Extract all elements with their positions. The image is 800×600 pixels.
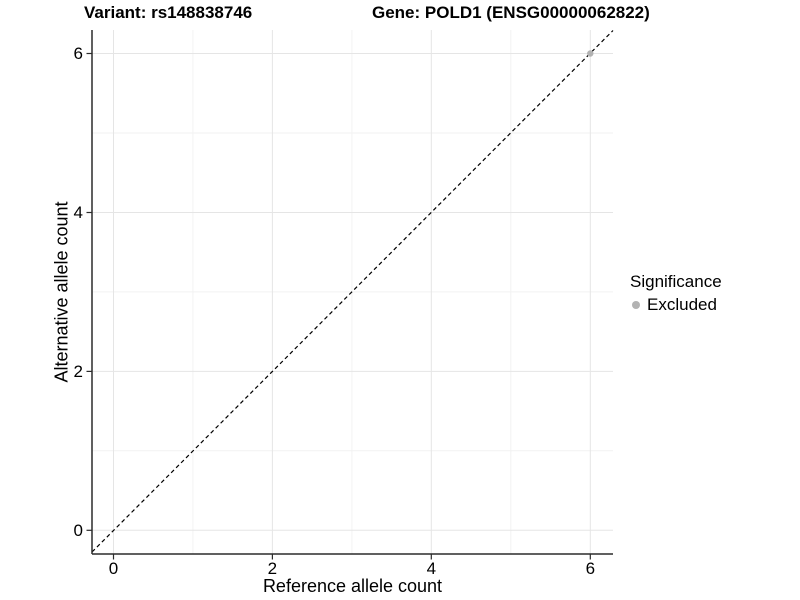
- x-axis-tick-marks: [112, 554, 591, 560]
- y-axis-tick-marks: [86, 52, 92, 531]
- y-tick-6: 6: [74, 44, 83, 63]
- legend-item-excluded: Excluded: [630, 295, 722, 315]
- minor-gridlines: [92, 30, 613, 554]
- legend-title: Significance: [630, 272, 722, 291]
- y-tick-2: 2: [74, 362, 83, 381]
- y-axis-title: Alternative allele count: [51, 201, 72, 383]
- plot-title-gene: Gene: POLD1 (ENSG00000062822): [372, 3, 650, 22]
- x-axis-title: Reference allele count: [262, 576, 443, 596]
- y-tick-0: 0: [74, 521, 83, 540]
- x-axis-tick-labels: 0 2 4 6: [109, 559, 595, 578]
- legend: Significance Excluded: [630, 272, 722, 315]
- x-tick-6: 6: [586, 559, 595, 578]
- identity-dashed-line: [91, 30, 614, 553]
- y-axis-tick-labels: 0 2 4 6: [74, 44, 83, 540]
- x-tick-0: 0: [109, 559, 118, 578]
- x-tick-4: 4: [427, 559, 436, 578]
- data-point-excluded: [587, 50, 594, 57]
- y-tick-4: 4: [74, 203, 83, 222]
- legend-item-label: Excluded: [647, 295, 717, 314]
- major-gridlines: [92, 30, 613, 554]
- legend-point-icon: [632, 301, 640, 309]
- plot-title-variant: Variant: rs148838746: [84, 3, 253, 22]
- x-tick-2: 2: [268, 559, 277, 578]
